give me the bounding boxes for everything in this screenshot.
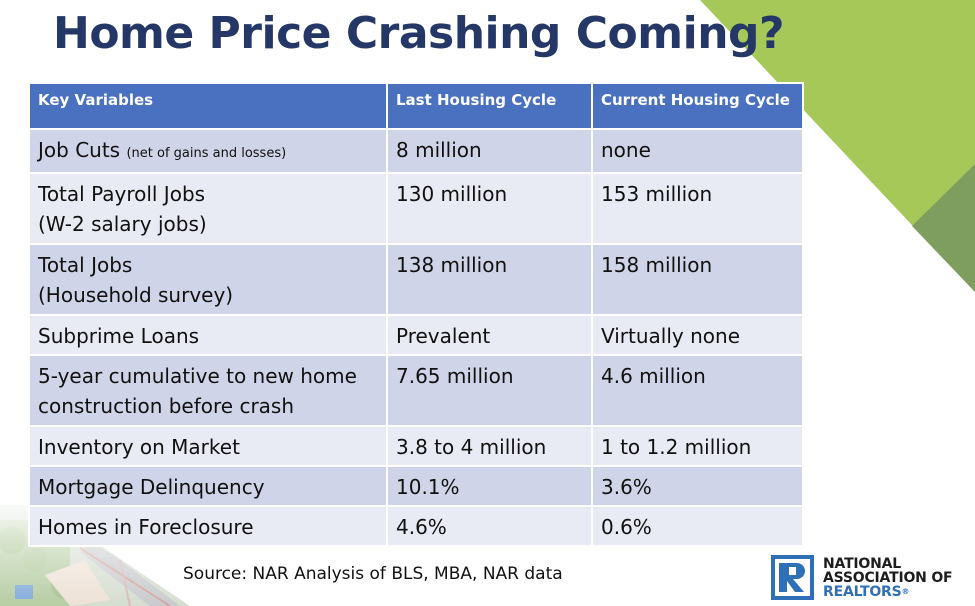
current-cycle-cell: Virtually none	[591, 314, 804, 356]
table-row: Homes in Foreclosure 4.6% 0.6%	[28, 505, 804, 547]
last-cycle-cell: 138 million	[386, 243, 593, 316]
variable-cell: Job Cuts (net of gains and losses)	[28, 128, 388, 174]
variable-label: Job Cuts	[38, 138, 121, 162]
variable-cell: Inventory on Market	[28, 425, 388, 467]
table-row: Total Payroll Jobs (W-2 salary jobs) 130…	[28, 172, 804, 245]
variable-cell: Subprime Loans	[28, 314, 388, 356]
header-last-housing-cycle: Last Housing Cycle	[386, 82, 593, 130]
table-row: Subprime Loans Prevalent Virtually none	[28, 314, 804, 356]
current-cycle-cell: 4.6 million	[591, 354, 804, 427]
header-key-variables: Key Variables	[28, 82, 388, 130]
logo-wordmark: NATIONAL ASSOCIATION OF REALTORS®	[823, 555, 953, 599]
variable-subtitle: (Household survey)	[38, 283, 234, 307]
current-cycle-cell: 0.6%	[591, 505, 804, 547]
realtor-r-block-icon	[771, 555, 814, 600]
last-cycle-cell: 8 million	[386, 128, 593, 174]
nar-logo: NATIONAL ASSOCIATION OF REALTORS®	[771, 555, 953, 600]
variable-cell: Mortgage Delinquency	[28, 465, 388, 507]
logo-line-realtors: REALTORS®	[823, 585, 952, 599]
header-current-housing-cycle: Current Housing Cycle	[591, 82, 804, 130]
current-cycle-cell: 153 million	[591, 172, 804, 245]
last-cycle-cell: 7.65 million	[386, 354, 593, 427]
logo-line-national: NATIONAL	[823, 555, 901, 572]
logo-line-association: ASSOCIATION OF	[823, 569, 953, 586]
current-cycle-cell: 158 million	[591, 243, 804, 316]
slide-title: Home Price Crashing Coming?	[53, 8, 785, 59]
variable-label: 5-year cumulative to new home	[38, 364, 357, 388]
variable-cell: Total Payroll Jobs (W-2 salary jobs)	[28, 172, 388, 245]
last-cycle-cell: 10.1%	[386, 465, 593, 507]
table-row: Inventory on Market 3.8 to 4 million 1 t…	[28, 425, 804, 467]
variable-cell: Total Jobs (Household survey)	[28, 243, 388, 316]
variable-subtitle: construction before crash	[38, 394, 295, 418]
variable-label: Total Payroll Jobs	[38, 182, 206, 206]
last-cycle-cell: Prevalent	[386, 314, 593, 356]
source-citation: Source: NAR Analysis of BLS, MBA, NAR da…	[183, 564, 563, 584]
housing-cycle-comparison-table: Key Variables Last Housing Cycle Current…	[28, 82, 804, 547]
light-green-accent-shape	[700, 0, 975, 292]
variable-note: (net of gains and losses)	[126, 146, 287, 161]
current-cycle-cell: 3.6%	[591, 465, 804, 507]
current-cycle-cell: 1 to 1.2 million	[591, 425, 804, 467]
current-cycle-cell: none	[591, 128, 804, 174]
variable-label: Total Jobs	[38, 253, 133, 277]
variable-subtitle: (W-2 salary jobs)	[38, 212, 207, 236]
last-cycle-cell: 130 million	[386, 172, 593, 245]
variable-cell: Homes in Foreclosure	[28, 505, 388, 547]
table-row: Total Jobs (Household survey) 138 millio…	[28, 243, 804, 316]
last-cycle-cell: 4.6%	[386, 505, 593, 547]
variable-cell: 5-year cumulative to new home constructi…	[28, 354, 388, 427]
dark-green-accent-shape	[912, 164, 975, 292]
logo-realtors-text: REALTORS	[823, 583, 902, 600]
last-cycle-cell: 3.8 to 4 million	[386, 425, 593, 467]
table-row: 5-year cumulative to new home constructi…	[28, 354, 804, 427]
registered-mark: ®	[901, 586, 910, 596]
table-row: Mortgage Delinquency 10.1% 3.6%	[28, 465, 804, 507]
table-header-row: Key Variables Last Housing Cycle Current…	[28, 82, 804, 130]
comparison-table-container: Key Variables Last Housing Cycle Current…	[28, 82, 804, 547]
table-row: Job Cuts (net of gains and losses) 8 mil…	[28, 128, 804, 174]
